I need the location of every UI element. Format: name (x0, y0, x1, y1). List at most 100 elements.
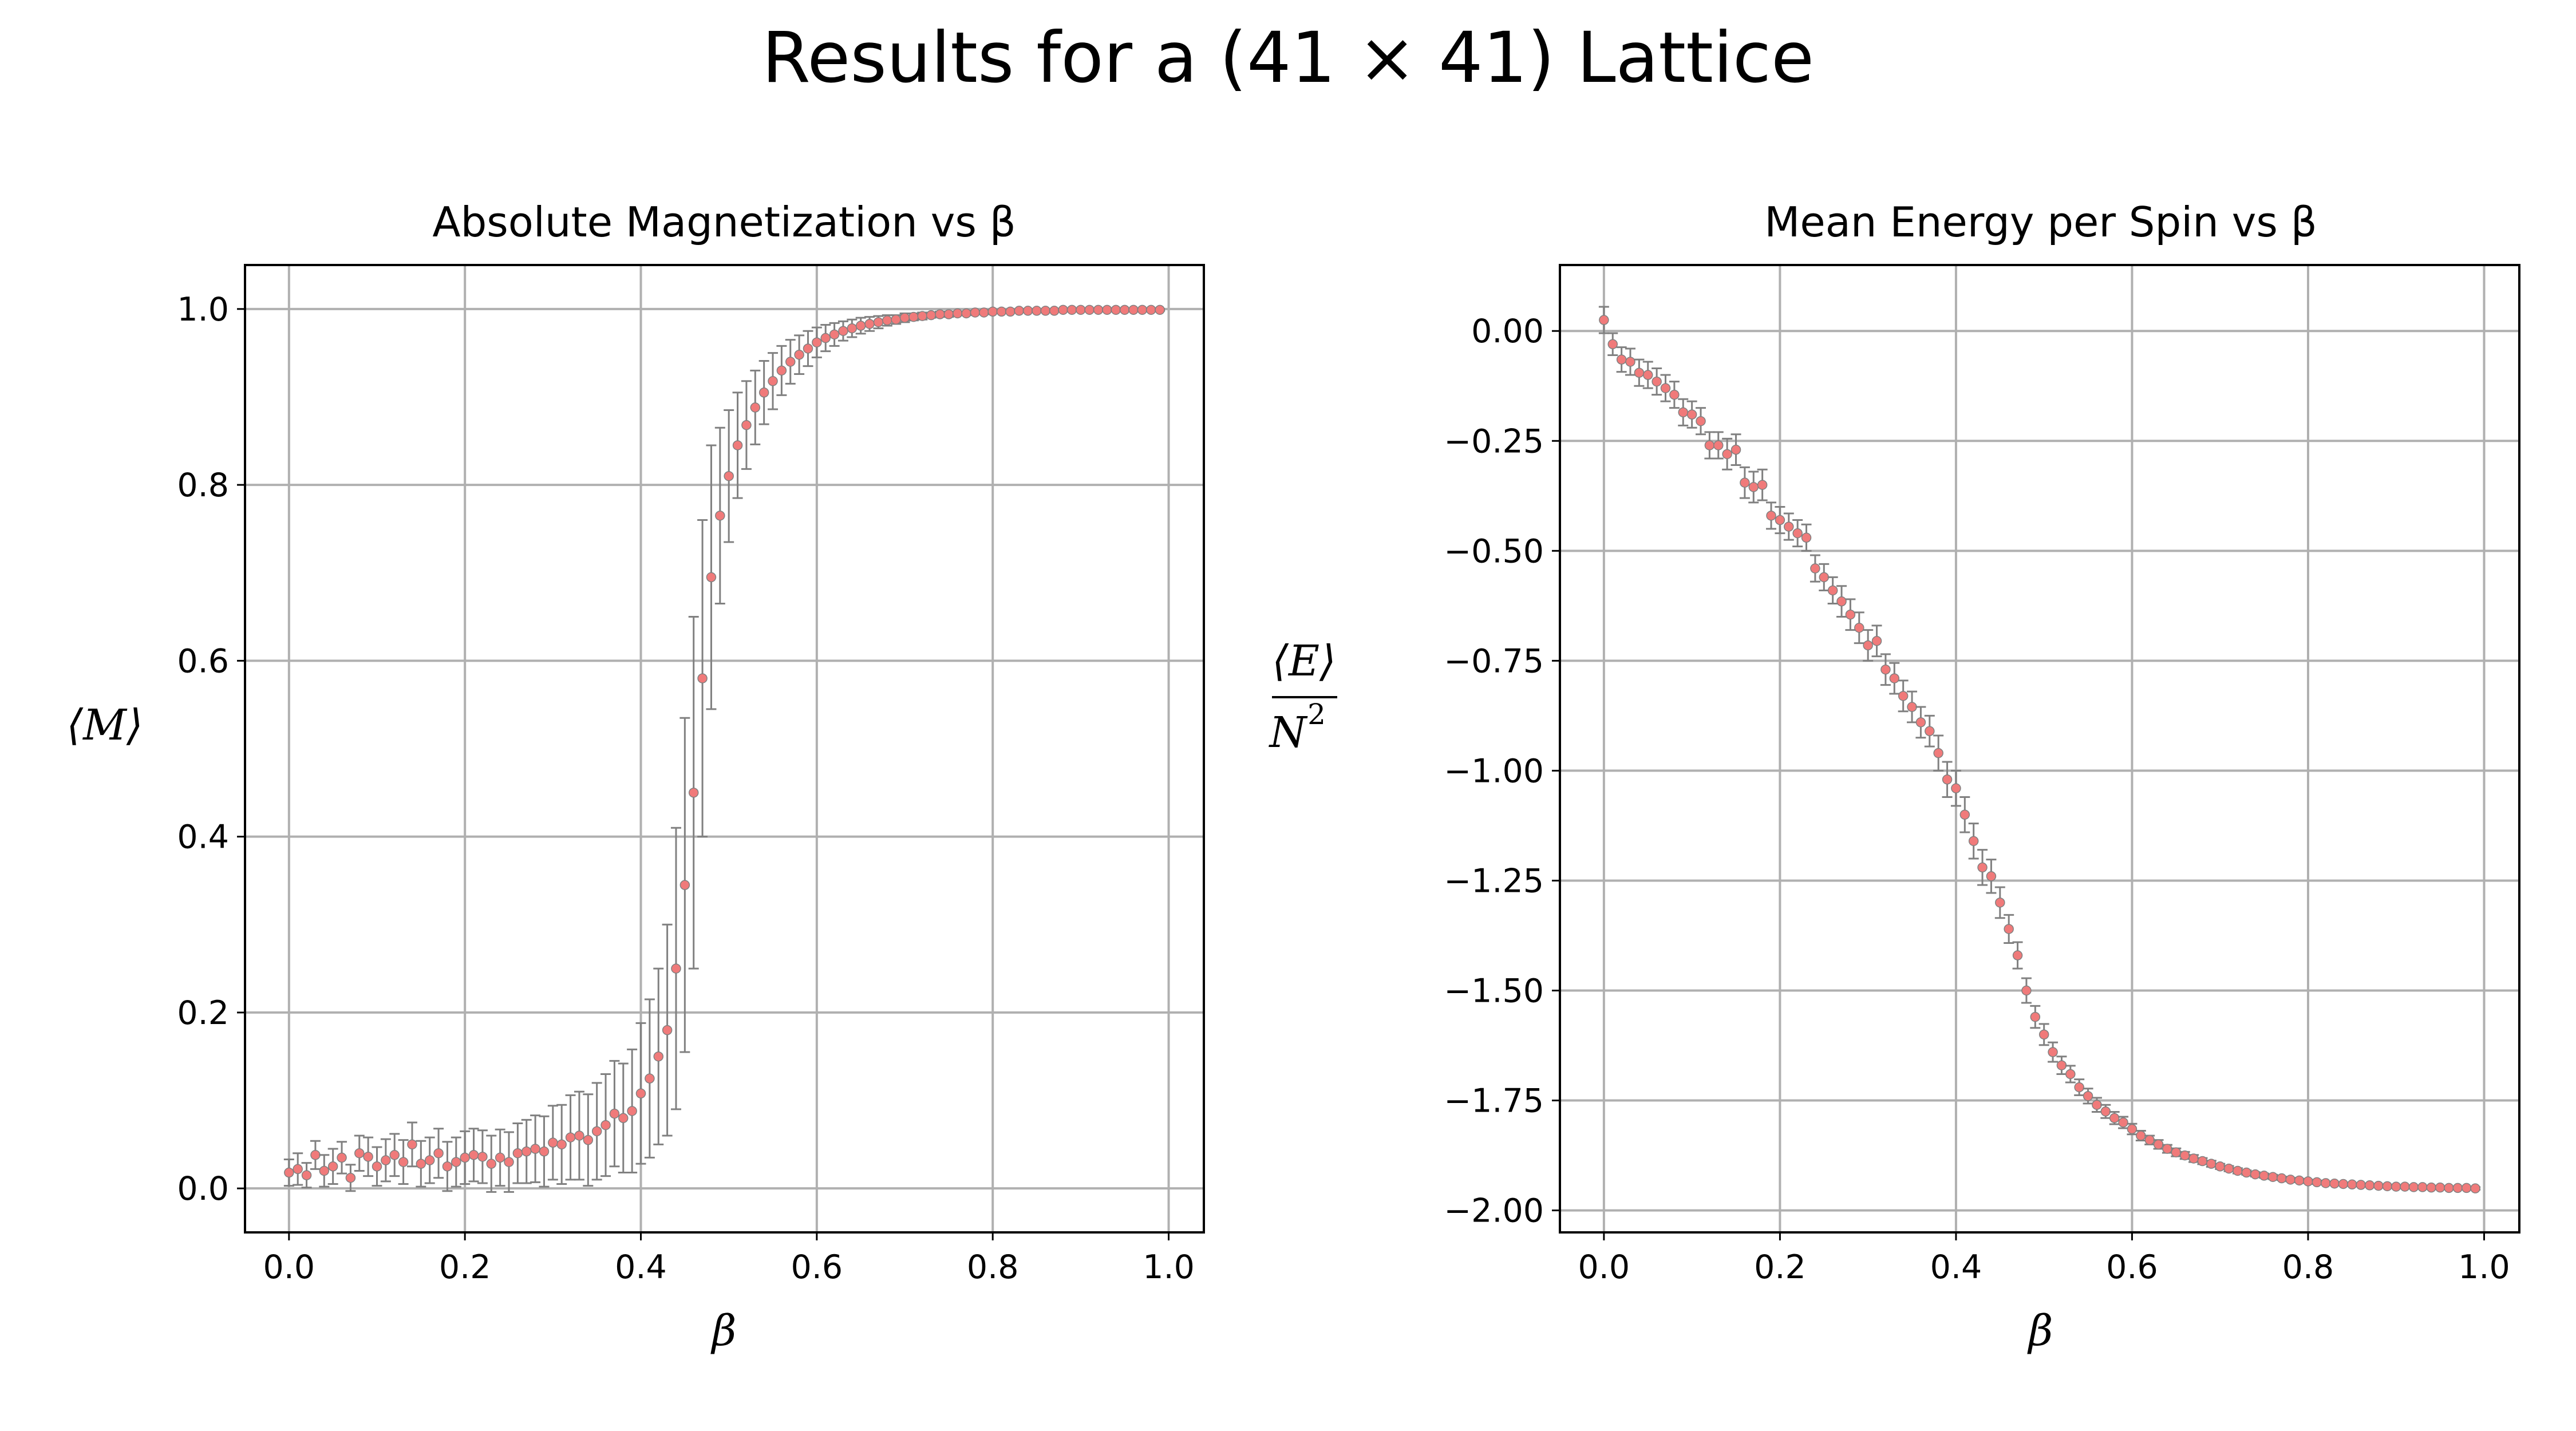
magnetization-point (486, 1159, 497, 1169)
magnetization-point (381, 1155, 391, 1165)
energy-point (2391, 1181, 2401, 1192)
magnetization-point (398, 1157, 409, 1167)
energy-point (1722, 449, 1732, 460)
magnetization-point (794, 349, 804, 360)
energy-point (1792, 528, 1803, 539)
energy-point (1951, 783, 1961, 793)
energy-point (1977, 862, 1988, 873)
energy-point (2452, 1183, 2463, 1193)
magnetization-point (389, 1150, 400, 1160)
magnetization-point (935, 309, 945, 319)
energy-plot-area: 0.0 0.2 0.4 0.6 0.8 1.0 0.00 −0.25 −0.50 −0.75 −1.… (1444, 264, 2520, 1286)
magnetization-point (688, 788, 699, 798)
magnetization-point (1058, 305, 1068, 315)
magnetization-point (715, 511, 725, 521)
energy-point (1801, 532, 1812, 543)
magnetization-x-tick-label: 0.2 (439, 1248, 491, 1286)
energy-y-tick-label: −1.75 (1444, 1082, 1544, 1120)
energy-point (2083, 1091, 2093, 1101)
energy-point (2347, 1179, 2357, 1190)
energy-point (1686, 409, 1697, 420)
magnetization-point (653, 1051, 663, 1062)
energy-point (2144, 1134, 2155, 1145)
magnetization-point (512, 1148, 523, 1159)
energy-point (1704, 440, 1715, 450)
magnetization-point (1093, 305, 1104, 315)
magnetization-point (724, 471, 734, 481)
energy-title: Mean Energy per Spin vs β (1764, 198, 2317, 246)
energy-point (1933, 748, 1943, 758)
magnetization-point (574, 1130, 584, 1141)
magnetization-point (442, 1161, 453, 1172)
magnetization-y-tick-label: 0.0 (177, 1170, 229, 1208)
magnetization-point (679, 880, 690, 890)
magnetization-x-tick-label: 0.4 (615, 1248, 667, 1286)
energy-point (1845, 609, 1856, 620)
magnetization-point (293, 1164, 303, 1175)
energy-point (2092, 1100, 2102, 1110)
magnetization-point (926, 310, 937, 321)
energy-y-tick-label: −0.25 (1444, 422, 1544, 460)
magnetization-point (310, 1150, 321, 1160)
magnetization-point (495, 1152, 505, 1163)
energy-point (2065, 1069, 2076, 1080)
magnetization-point (812, 337, 822, 347)
magnetization-point (345, 1172, 356, 1183)
energy-point (2435, 1182, 2445, 1193)
energy-point (1748, 482, 1759, 492)
energy-point (1634, 367, 1645, 378)
energy-point (2277, 1173, 2287, 1184)
energy-point (2408, 1182, 2419, 1192)
energy-point (1652, 376, 1662, 387)
energy-y-tick-label: −2.00 (1444, 1192, 1544, 1230)
magnetization-point (697, 673, 708, 683)
energy-point (1740, 477, 1750, 488)
magnetization-point (908, 311, 919, 322)
energy-point (1616, 354, 1627, 365)
energy-point (2074, 1082, 2084, 1093)
energy-point (2136, 1130, 2146, 1141)
energy-point (2312, 1177, 2322, 1188)
magnetization-point (327, 1161, 338, 1172)
magnetization-point (521, 1146, 532, 1157)
energy-point (1643, 370, 1653, 380)
energy-point (2056, 1060, 2067, 1070)
magnetization-point (671, 963, 681, 974)
energy-point (1854, 623, 1864, 633)
energy-point (2417, 1182, 2428, 1192)
magnetization-point (768, 376, 778, 386)
magnetization-point (855, 321, 866, 331)
energy-point (2444, 1183, 2454, 1193)
energy-point (2162, 1144, 2172, 1154)
energy-point (2215, 1161, 2225, 1172)
magnetization-axes-frame (244, 264, 1205, 1234)
energy-point (1942, 774, 1953, 785)
magnetization-point (645, 1073, 655, 1084)
magnetization-point (873, 317, 884, 327)
energy-point (2241, 1167, 2252, 1178)
magnetization-point (987, 306, 998, 317)
magnetization-point (284, 1167, 294, 1178)
magnetization-point (539, 1146, 550, 1157)
magnetization-point (600, 1120, 611, 1130)
energy-point (2267, 1172, 2278, 1182)
energy-point (2338, 1179, 2349, 1189)
magnetization-point (556, 1139, 567, 1150)
magnetization-point (820, 333, 831, 343)
energy-point (1925, 726, 1935, 737)
magnetization-point (301, 1170, 312, 1180)
energy-point (1678, 407, 1689, 418)
energy-y-tick-label: −1.00 (1444, 752, 1544, 790)
energy-series (1598, 306, 2481, 1193)
energy-point (1907, 702, 1917, 712)
magnetization-point (882, 315, 892, 326)
energy-point (2233, 1165, 2243, 1176)
energy-axes-frame (1559, 264, 2520, 1234)
magnetization-xlabel: β (710, 1306, 737, 1355)
energy-y-tick-label: −0.75 (1444, 642, 1544, 680)
magnetization-point (609, 1108, 620, 1119)
energy-point (2223, 1163, 2234, 1174)
energy-point (1784, 521, 1794, 532)
energy-point (1968, 836, 1979, 847)
magnetization-point (477, 1152, 488, 1162)
